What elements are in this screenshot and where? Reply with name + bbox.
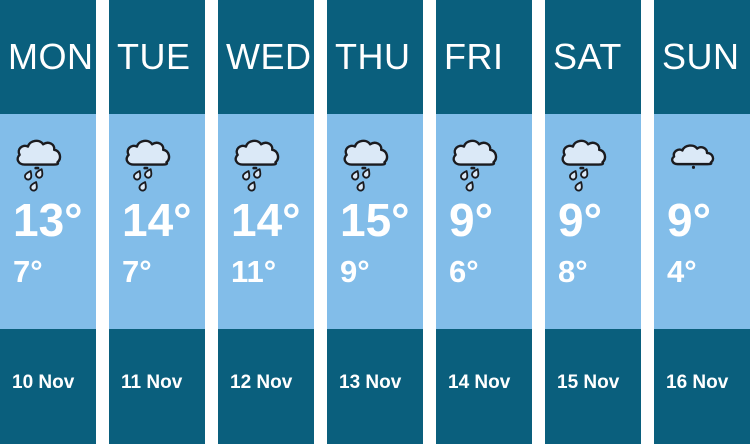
cloud-icon (667, 136, 719, 195)
date-label: 11 Nov (109, 329, 205, 444)
date-label: 15 Nov (545, 329, 641, 444)
date-label: 13 Nov (327, 329, 423, 444)
low-temperature: 6° (449, 254, 479, 289)
forecast-day-column: SAT 9° 8° 15 Nov (545, 0, 641, 444)
forecast-day-column: TUE 14° 7° 11 Nov (109, 0, 205, 444)
low-temperature: 4° (667, 254, 697, 289)
forecast-day-column: SUN 9° 4° 16 Nov (654, 0, 750, 444)
forecast-day-body: 14° 11° (218, 114, 314, 329)
low-temperature: 8° (558, 254, 588, 289)
date-label: 12 Nov (218, 329, 314, 444)
forecast-day-column: THU 15° 9° 13 Nov (327, 0, 423, 444)
low-temperature: 7° (122, 254, 152, 289)
rain-cloud-icon (13, 136, 65, 195)
low-temperature: 7° (13, 254, 43, 289)
high-temperature: 15° (340, 194, 410, 246)
date-label: 14 Nov (436, 329, 532, 444)
low-temperature: 11° (231, 254, 277, 289)
high-temperature: 9° (449, 194, 493, 246)
high-temperature: 13° (13, 194, 83, 246)
day-name-label: FRI (436, 0, 532, 114)
day-name-label: MON (0, 0, 96, 114)
rain-cloud-icon (558, 136, 610, 195)
rain-cloud-icon (122, 136, 174, 195)
date-label: 16 Nov (654, 329, 750, 444)
day-name-label: THU (327, 0, 423, 114)
forecast-day-body: 14° 7° (109, 114, 205, 329)
rain-cloud-icon (231, 136, 283, 195)
forecast-day-body: 9° 8° (545, 114, 641, 329)
forecast-day-body: 9° 6° (436, 114, 532, 329)
day-name-label: WED (218, 0, 314, 114)
rain-cloud-icon (340, 136, 392, 195)
forecast-day-column: FRI 9° 6° 14 Nov (436, 0, 532, 444)
rain-cloud-icon (449, 136, 501, 195)
day-name-label: TUE (109, 0, 205, 114)
high-temperature: 9° (667, 194, 711, 246)
forecast-day-column: MON 13° 7° 10 Nov (0, 0, 96, 444)
forecast-day-body: 13° 7° (0, 114, 96, 329)
high-temperature: 14° (122, 194, 192, 246)
low-temperature: 9° (340, 254, 370, 289)
forecast-day-column: WED 14° 11° 12 Nov (218, 0, 314, 444)
day-name-label: SUN (654, 0, 750, 114)
day-name-label: SAT (545, 0, 641, 114)
forecast-day-body: 15° 9° (327, 114, 423, 329)
date-label: 10 Nov (0, 329, 96, 444)
high-temperature: 9° (558, 194, 602, 246)
high-temperature: 14° (231, 194, 301, 246)
forecast-day-body: 9° 4° (654, 114, 750, 329)
